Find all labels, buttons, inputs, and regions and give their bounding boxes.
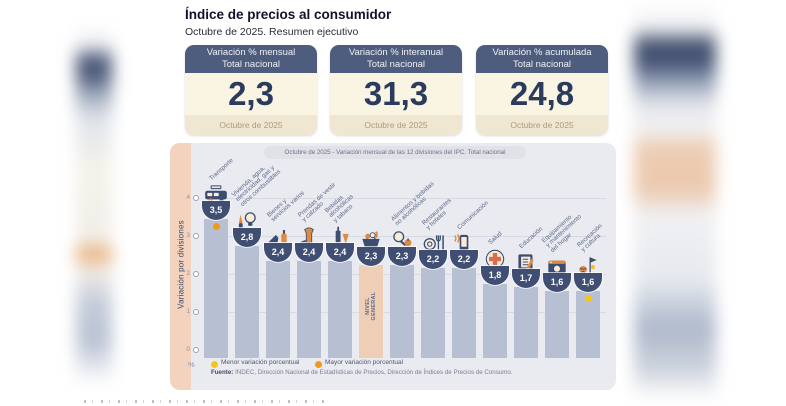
bar-division: [576, 291, 600, 358]
home-equipment-icon: [544, 255, 570, 277]
bar-value-badge: 2,4: [326, 242, 354, 262]
bar-value-badge: 2,4: [264, 242, 292, 262]
card-value: 31,3: [330, 73, 462, 115]
bar-value-badge: 1,7: [512, 269, 540, 289]
card-metric: Variación % acumulada: [492, 47, 592, 58]
legend-label-mayor: Mayor variación porcentual: [325, 359, 404, 366]
health-icon: [482, 248, 508, 270]
card-scope: Total nacional: [366, 59, 426, 70]
legend-label-menor: Menor variación porcentual: [221, 359, 300, 366]
bar-value-badge: 2,3: [357, 246, 385, 266]
y-axis-tick-dot: [193, 271, 199, 277]
bar-division: [545, 291, 569, 358]
y-axis-tick-dot: [193, 233, 199, 239]
card-period: Octubre de 2025: [330, 115, 462, 135]
card-value: 24,8: [476, 73, 608, 115]
communication-icon: [451, 232, 477, 254]
y-axis-tick-dot: [193, 195, 199, 201]
blurred-background-left: [76, 24, 112, 384]
card-header: Variación % acumulada Total nacional: [476, 45, 608, 73]
bar-value-badge: 2,2: [419, 250, 447, 270]
card-scope: Total nacional: [512, 59, 572, 70]
bar-division: [204, 219, 228, 358]
card-header: Variación % interanual Total nacional: [330, 45, 462, 73]
bar-value-badge: 2,8: [233, 227, 261, 247]
page-subtitle: Octubre de 2025. Resumen ejecutivo: [185, 26, 359, 38]
chart-side-strip: [170, 143, 191, 390]
gridline: [205, 236, 606, 237]
bar-general-level: [359, 264, 383, 358]
y-axis-tick-label: 2: [186, 270, 190, 277]
legend-dot-menor: [211, 361, 218, 368]
goods-services-icon: [265, 225, 291, 247]
blurred-background-right: [634, 0, 716, 400]
basket-icon: [358, 229, 384, 251]
gridline: [205, 198, 606, 199]
summary-card-monthly: Variación % mensual Total nacional 2,3 O…: [185, 45, 317, 135]
bar-division: [421, 268, 445, 358]
bar-value-badge: 3,5: [202, 201, 230, 220]
card-period: Octubre de 2025: [476, 115, 608, 135]
bar-value-badge: 1,8: [481, 265, 509, 285]
y-axis-tick-label: 0: [186, 346, 190, 353]
card-metric: Variación % mensual: [206, 47, 296, 58]
bar-division: [328, 260, 352, 358]
bar-division: [452, 268, 476, 358]
y-axis-tick-label: 3: [186, 232, 190, 239]
y-axis-tick-label: 4: [186, 194, 190, 201]
housing-utilities-icon: [234, 210, 260, 232]
card-header: Variación % mensual Total nacional: [185, 45, 317, 73]
restaurants-icon: [420, 232, 446, 254]
bar-division: [235, 245, 259, 358]
chart-title: Octubre de 2025 - Variación mensual de l…: [264, 146, 526, 159]
variation-dot-mayor: [212, 223, 220, 230]
y-axis-tick-label: 1: [186, 308, 190, 315]
clothing-icon: [296, 225, 322, 247]
bar-division: [483, 283, 507, 358]
bar-category-label: Transporte: [208, 156, 235, 182]
bar-category-label: Comunicación: [456, 199, 490, 232]
card-scope: Total nacional: [221, 59, 281, 70]
page-title: Índice de precios al consumidor: [185, 7, 392, 22]
bar-value-badge: 2,3: [388, 246, 416, 266]
source-note: Fuente: INDEC, Dirección Nacional de Est…: [211, 369, 513, 376]
bar-value-badge: 1,6: [574, 273, 602, 293]
bar-division: [297, 260, 321, 358]
card-metric: Variación % interanual: [348, 47, 444, 58]
bar-division: [514, 287, 538, 358]
card-value: 2,3: [185, 73, 317, 115]
card-period: Octubre de 2025: [185, 115, 317, 135]
clipped-text-remnant: [84, 400, 329, 403]
legend-dot-mayor: [315, 361, 322, 368]
bar-value-badge: 2,2: [450, 250, 478, 270]
source-text: INDEC, Dirección Nacional de Estadística…: [233, 369, 513, 376]
recreation-icon: [575, 255, 601, 277]
bar-category-label: Salud: [487, 230, 504, 247]
y-axis-tick-dot: [193, 309, 199, 315]
bar-division: [266, 260, 290, 358]
variation-dot-menor: [584, 295, 592, 303]
alcohol-tobacco-icon: [327, 225, 353, 247]
bar-value-badge: 1,6: [543, 273, 571, 293]
y-axis-tick-dot: [193, 347, 199, 353]
summary-card-accumulated: Variación % acumulada Total nacional 24,…: [476, 45, 608, 135]
source-prefix: Fuente:: [211, 369, 234, 376]
summary-card-yearly: Variación % interanual Total nacional 31…: [330, 45, 462, 135]
bar-value-badge: 2,4: [295, 242, 323, 262]
general-level-label: NIVEL GENERAL: [365, 291, 377, 321]
food-icon: [389, 229, 415, 251]
y-axis-unit: %: [188, 360, 195, 369]
bar-category-label: Vivienda, agua, electricidad, gas y otro…: [230, 165, 283, 209]
bar-division: [390, 264, 414, 358]
education-icon: [513, 251, 539, 273]
